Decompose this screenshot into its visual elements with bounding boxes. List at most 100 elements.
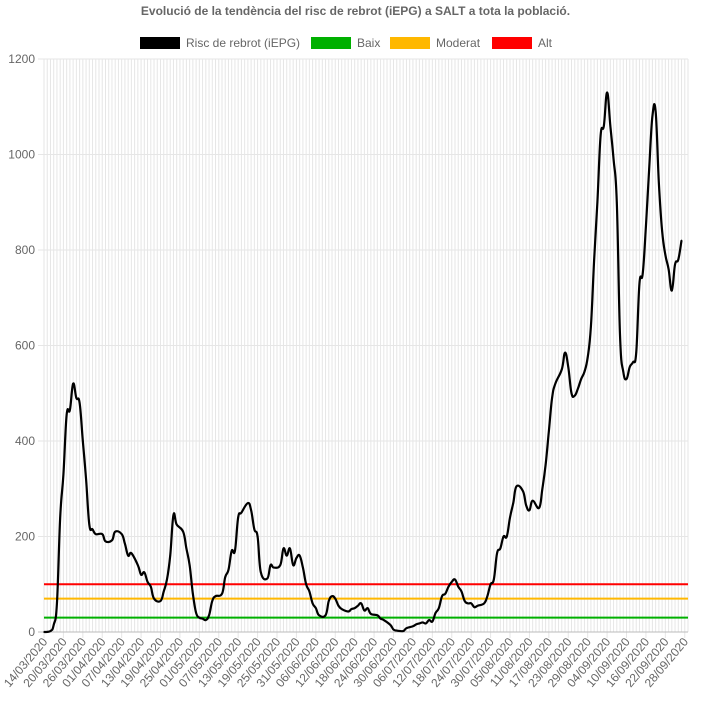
data-point — [211, 600, 214, 602]
data-point — [428, 619, 430, 621]
data-point — [347, 610, 350, 613]
data-point — [305, 583, 307, 586]
data-point — [635, 351, 638, 354]
data-point — [72, 382, 74, 385]
data-point — [43, 631, 45, 633]
legend-swatch-baix — [311, 37, 351, 49]
data-point — [195, 612, 197, 614]
data-point — [674, 263, 676, 266]
data-point — [337, 604, 340, 607]
data-point — [651, 115, 654, 118]
data-point — [544, 464, 547, 466]
data-point — [531, 499, 534, 502]
data-point — [619, 335, 621, 337]
data-point — [638, 282, 641, 285]
legend-swatch-risc — [140, 37, 180, 49]
data-point — [677, 258, 680, 261]
data-point — [590, 325, 592, 328]
data-point — [522, 490, 524, 492]
legend-item-moderat[interactable]: Moderat — [390, 35, 480, 51]
data-point — [240, 511, 243, 514]
data-point — [457, 585, 460, 588]
data-point — [143, 571, 146, 574]
data-point — [127, 554, 129, 557]
data-point — [515, 485, 518, 488]
data-point — [425, 622, 427, 625]
data-point — [182, 530, 184, 533]
data-point — [266, 577, 269, 580]
data-point — [146, 581, 149, 583]
data-point — [382, 619, 385, 621]
data-point — [415, 623, 417, 626]
data-point — [573, 394, 576, 397]
data-point — [680, 239, 683, 242]
data-point — [59, 516, 61, 519]
data-point — [412, 625, 414, 628]
data-point — [363, 609, 366, 612]
legend-swatch-moderat — [390, 37, 430, 49]
data-point — [285, 554, 288, 557]
data-point — [496, 552, 498, 555]
data-point — [298, 554, 301, 557]
data-point — [476, 604, 479, 607]
data-point — [256, 535, 259, 538]
data-point — [302, 566, 304, 569]
data-point — [418, 622, 421, 625]
data-point — [583, 370, 586, 373]
data-point — [661, 230, 663, 232]
y-tick-label: 200 — [15, 530, 35, 544]
data-point — [162, 590, 165, 593]
data-point — [586, 356, 589, 359]
data-point — [153, 597, 155, 600]
data-point — [272, 566, 275, 569]
legend-item-risc[interactable]: Risc de rebrot (iEPG) — [140, 35, 300, 51]
legend-item-alt[interactable]: Alt — [492, 35, 552, 51]
data-point — [124, 542, 126, 545]
data-point — [431, 620, 434, 623]
data-point — [612, 158, 615, 161]
data-point — [648, 168, 650, 170]
data-point — [570, 392, 573, 395]
data-point — [88, 523, 91, 526]
data-point — [609, 125, 612, 127]
data-point — [376, 614, 379, 617]
y-tick-label: 600 — [15, 339, 35, 353]
data-point — [632, 361, 634, 364]
data-point — [130, 552, 133, 555]
data-point — [454, 578, 456, 581]
data-point — [318, 614, 320, 617]
data-point — [606, 91, 608, 94]
data-point — [483, 602, 485, 605]
data-point — [470, 602, 472, 605]
data-point — [599, 134, 602, 137]
data-point — [250, 509, 252, 512]
data-point — [467, 602, 469, 605]
data-point — [460, 590, 463, 593]
data-point — [260, 571, 262, 574]
data-point — [450, 581, 453, 583]
legend: Risc de rebrot (iEPG) Baix Moderat Alt — [0, 35, 711, 53]
data-point — [208, 614, 210, 617]
legend-item-baix[interactable]: Baix — [311, 35, 380, 51]
data-point — [379, 617, 382, 620]
data-point — [101, 533, 104, 535]
data-point — [667, 268, 670, 270]
data-point — [541, 487, 544, 490]
data-point — [175, 523, 178, 526]
data-point — [75, 397, 78, 399]
y-tick-label: 0 — [28, 625, 35, 639]
data-point — [554, 382, 557, 385]
data-point — [645, 225, 647, 227]
data-point — [493, 578, 495, 581]
data-point — [237, 516, 239, 519]
data-point — [289, 547, 291, 550]
data-point — [56, 602, 58, 605]
data-point — [214, 595, 217, 597]
data-point — [205, 619, 207, 621]
data-point — [512, 502, 515, 504]
data-point — [528, 509, 531, 512]
data-point — [473, 606, 476, 608]
data-point — [463, 600, 466, 602]
legend-swatch-alt — [492, 37, 532, 49]
